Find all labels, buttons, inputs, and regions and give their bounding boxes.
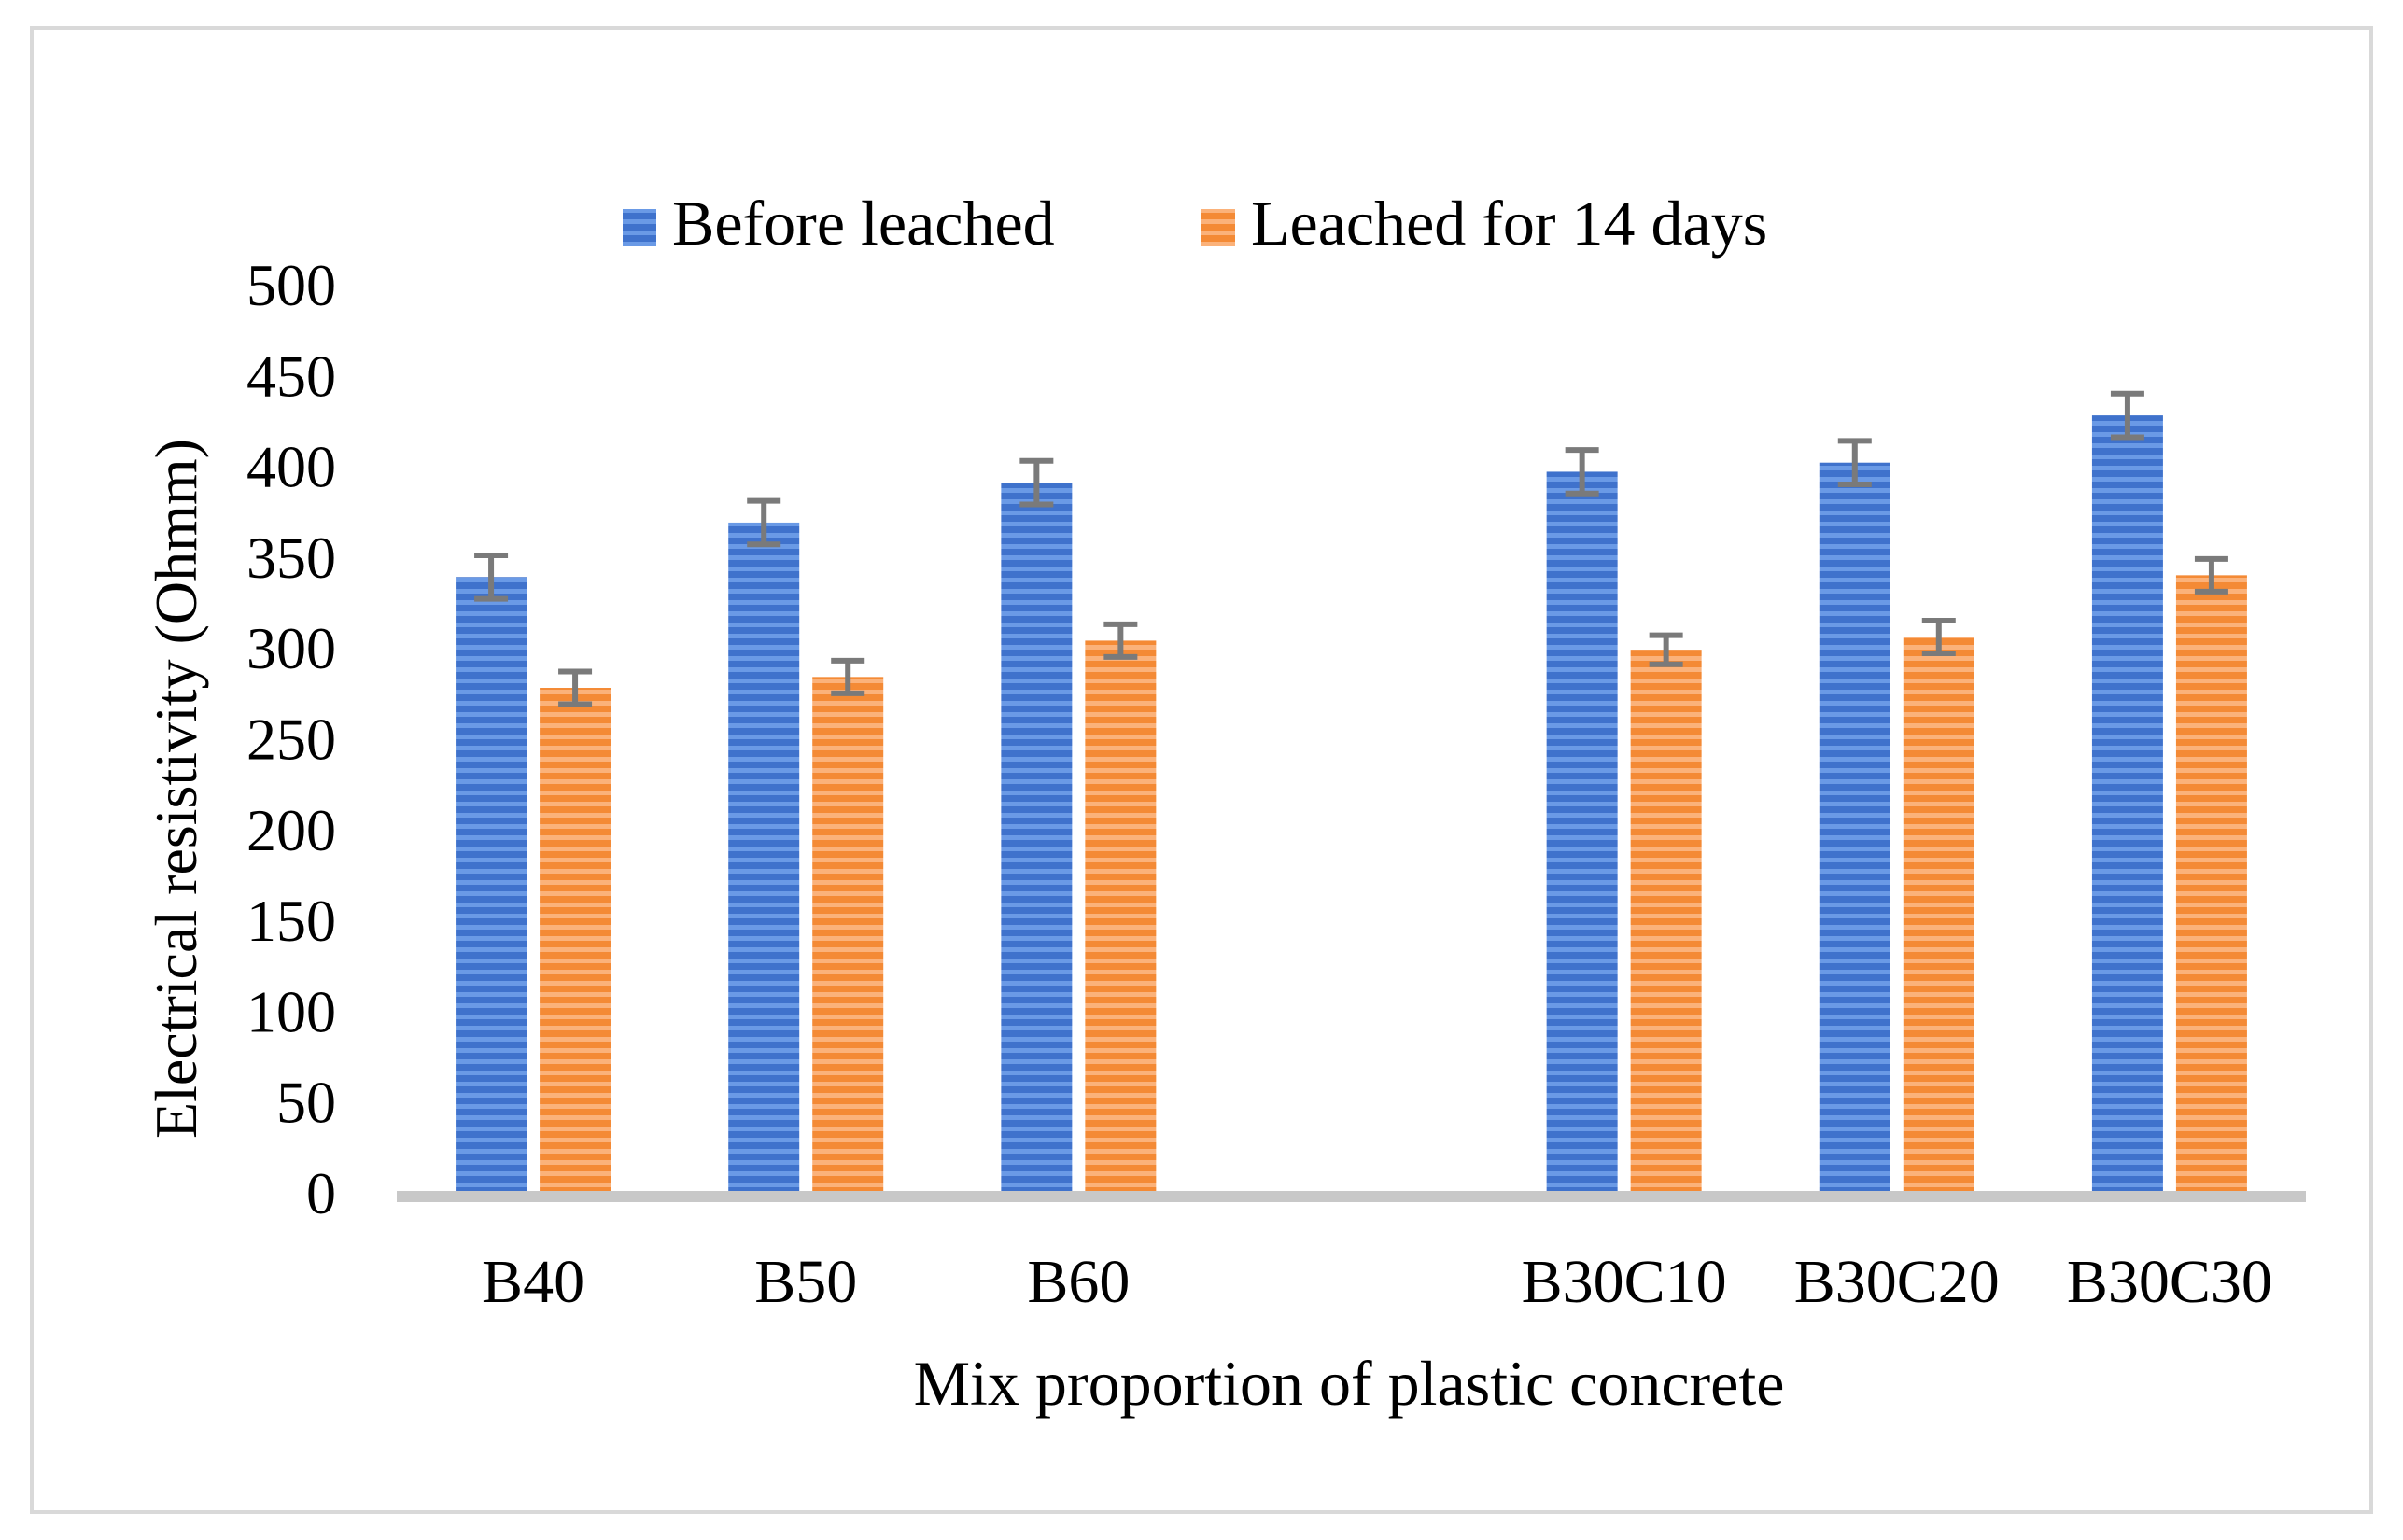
x-tick-label: B30C10 xyxy=(1522,1248,1727,1316)
y-tick-label: 250 xyxy=(246,707,336,773)
bar-before-leached xyxy=(1546,471,1618,1193)
bar-before-leached xyxy=(1819,462,1890,1193)
error-bar xyxy=(1103,621,1138,660)
bar-before-leached xyxy=(728,522,800,1193)
y-tick-label: 200 xyxy=(246,797,336,863)
x-tick-label: B60 xyxy=(1027,1248,1130,1316)
bar-leached-14-days xyxy=(540,688,611,1193)
error-bar xyxy=(747,497,781,548)
x-axis-label: Mix proportion of plastic concrete xyxy=(914,1348,1785,1419)
legend: Before leached Leached for 14 days xyxy=(623,188,1767,259)
bar-leached-14-days xyxy=(1903,637,1974,1193)
legend-label-leached-14-days: Leached for 14 days xyxy=(1251,188,1767,259)
legend-label-before-leached: Before leached xyxy=(672,188,1055,259)
y-tick-label: 400 xyxy=(246,434,336,500)
bar-before-leached xyxy=(456,577,527,1193)
error-bar xyxy=(1649,632,1683,667)
bar-leached-14-days xyxy=(1630,650,1702,1193)
y-tick-label: 350 xyxy=(246,525,336,591)
y-tick-label: 300 xyxy=(246,615,336,681)
y-tick-labels: 0 50 100 150 200 250 300 350 400 450 500 xyxy=(246,252,336,1226)
error-bar xyxy=(1019,457,1054,508)
y-tick-label: 500 xyxy=(246,252,336,318)
error-bar xyxy=(2110,390,2144,441)
legend-swatch-before-leached xyxy=(623,209,656,246)
x-tick-label: B50 xyxy=(754,1248,857,1316)
y-tick-label: 150 xyxy=(246,888,336,954)
error-bar xyxy=(2194,555,2228,595)
bar-before-leached xyxy=(2091,415,2163,1193)
bar-before-leached xyxy=(1001,483,1073,1193)
bar-leached-14-days xyxy=(2175,575,2247,1193)
error-bar xyxy=(474,552,509,602)
error-bars xyxy=(474,390,2228,707)
bar-leached-14-days xyxy=(812,677,884,1193)
y-tick-label: 50 xyxy=(276,1070,336,1136)
error-bar xyxy=(1921,618,1956,657)
x-tick-label: B30C20 xyxy=(1794,1248,2000,1316)
x-tick-labels: B40 B50 B60 B30C10 B30C20 B30C30 xyxy=(482,1248,2272,1316)
y-tick-label: 0 xyxy=(306,1160,336,1226)
error-bar xyxy=(1837,438,1872,488)
x-tick-label: B40 xyxy=(482,1248,584,1316)
y-tick-label: 450 xyxy=(246,343,336,409)
bars xyxy=(456,415,2247,1193)
chart-frame xyxy=(30,26,2373,1514)
y-axis-label: Electrical resistivity (Ohmm) xyxy=(143,439,209,1139)
y-tick-label: 100 xyxy=(246,978,336,1044)
error-bar xyxy=(1565,447,1599,497)
x-tick-label: B30C30 xyxy=(2067,1248,2272,1316)
error-bar xyxy=(831,657,865,696)
error-bar xyxy=(558,668,593,707)
legend-swatch-leached-14-days xyxy=(1202,209,1235,246)
bar-leached-14-days xyxy=(1085,640,1157,1193)
